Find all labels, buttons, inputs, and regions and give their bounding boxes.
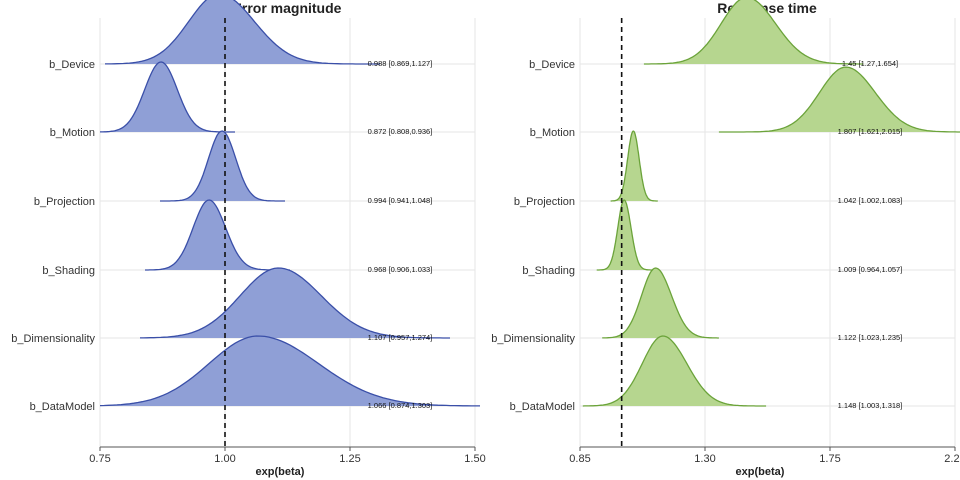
estimate-label: 1.066 [0.874,1.303]: [368, 401, 433, 410]
x-tick-label: 2.20: [944, 453, 960, 465]
density-fill: [643, 0, 864, 64]
estimate-label: 1.107 [0.957,1.274]: [368, 333, 433, 342]
density-curve: [718, 66, 960, 133]
category-label: b_Shading: [42, 265, 95, 277]
category-label: b_Device: [49, 59, 95, 71]
density-fill: [140, 268, 450, 338]
density-curve: [145, 199, 290, 271]
x-tick-label: 1.30: [694, 453, 715, 465]
x-axis-title: exp(beta): [736, 466, 785, 478]
category-label: b_Projection: [34, 196, 95, 208]
estimate-label: 0.968 [0.906,1.033]: [368, 265, 433, 274]
density-fill: [602, 268, 719, 338]
category-label: b_Dimensionality: [11, 333, 95, 345]
estimate-label: 1.009 [0.964,1.057]: [838, 265, 903, 274]
density-fill: [145, 200, 290, 270]
estimate-label: 1.042 [1.002,1.083]: [838, 196, 903, 205]
density-curve: [99, 335, 480, 407]
estimate-label: 0.988 [0.869,1.127]: [368, 59, 433, 68]
density-fill: [582, 336, 767, 406]
x-tick-label: 1.00: [214, 453, 235, 465]
category-label: b_DataModel: [510, 401, 575, 413]
density-curve: [610, 130, 658, 202]
category-label: b_Motion: [530, 127, 575, 139]
x-axis-title: exp(beta): [256, 466, 305, 478]
x-tick-label: 1.75: [819, 453, 840, 465]
density-fill: [596, 200, 655, 270]
density-fill: [610, 131, 658, 201]
chart-title: Error magnitude: [233, 0, 342, 16]
chart-panel-0: Error magnitude b_Device 0.988 [0.869,1.12…: [11, 0, 486, 478]
density-curve: [100, 61, 235, 133]
density-curve: [643, 0, 864, 65]
density-curve: [596, 199, 655, 271]
density-fill: [105, 0, 380, 64]
estimate-label: 0.872 [0.808,0.936]: [368, 127, 433, 136]
density-curve: [105, 0, 380, 65]
category-label: b_Shading: [522, 265, 575, 277]
estimate-label: 0.994 [0.941,1.048]: [368, 196, 433, 205]
x-tick-label: 1.50: [464, 453, 485, 465]
x-tick-label: 0.75: [89, 453, 110, 465]
density-fill: [160, 131, 285, 201]
x-tick-label: 1.25: [339, 453, 360, 465]
estimate-label: 1.45 [1.27,1.654]: [842, 59, 898, 68]
category-label: b_DataModel: [30, 401, 95, 413]
category-label: b_Motion: [50, 127, 95, 139]
estimate-label: 1.148 [1.003,1.318]: [838, 401, 903, 410]
density-curve: [160, 130, 285, 202]
category-label: b_Device: [529, 59, 575, 71]
density-fill: [100, 62, 235, 132]
category-label: b_Projection: [514, 196, 575, 208]
estimate-label: 1.807 [1.621,2.015]: [838, 127, 903, 136]
density-fill: [718, 67, 960, 132]
density-fill: [100, 336, 480, 406]
density-curve: [140, 267, 450, 339]
density-curve: [582, 335, 767, 407]
estimate-label: 1.122 [1.023,1.235]: [838, 333, 903, 342]
category-label: b_Dimensionality: [491, 333, 575, 345]
x-tick-label: 0.85: [569, 453, 590, 465]
